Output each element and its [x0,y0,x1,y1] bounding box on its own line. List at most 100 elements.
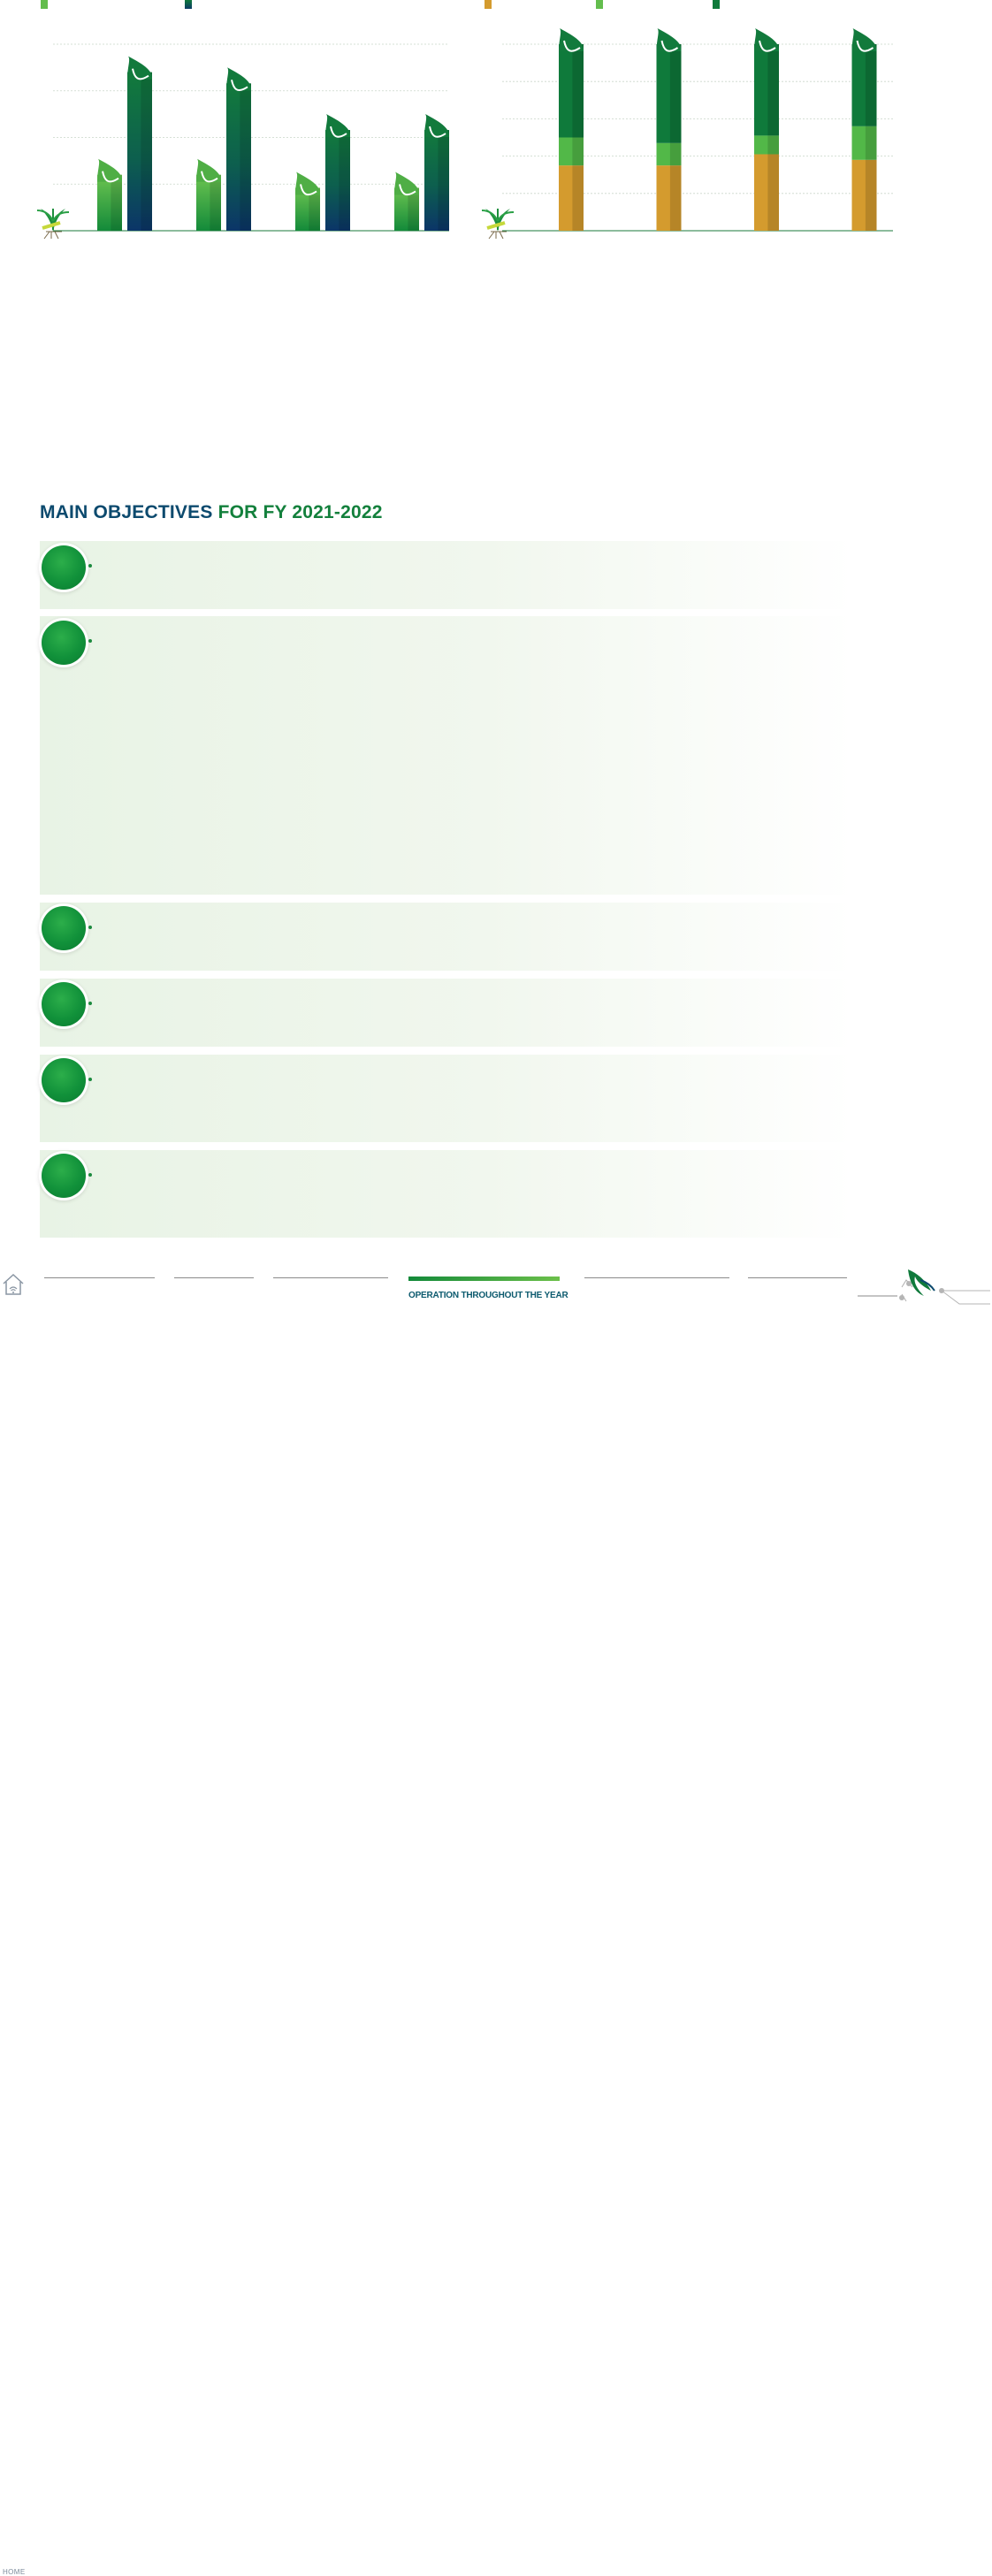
connector-dot-icon [88,1173,92,1177]
bar-leaf-highlight [201,171,218,183]
bar-shade [438,130,449,231]
bar-group [226,67,251,231]
objective-bullet-icon [42,906,86,950]
footer-active-label[interactable]: OPERATION THROUGHOUT THE YEAR [408,1291,568,1300]
footer-nav-link-active[interactable] [408,1277,560,1281]
footer-nav-link[interactable] [174,1277,254,1278]
bar-group [196,158,221,231]
legend-swatch-series-c [713,0,720,9]
bar-segment [754,135,779,155]
section-title: MAIN OBJECTIVES FOR FY 2021-2022 [40,502,383,523]
footer-nav-link[interactable] [748,1277,847,1278]
bar-shade [408,187,419,231]
bar-shade [141,72,152,232]
bar-segment-shade [572,137,584,166]
bar-segment-shade [767,44,779,136]
bar-leaf-highlight [231,80,248,91]
connector-dot-icon [88,1002,92,1005]
connector-dot-icon [88,926,92,929]
bar-segment [754,44,779,136]
objective-bullet-icon [42,1154,86,1198]
bar-leaf-highlight [856,40,874,52]
bar-segment [851,44,877,126]
stacked-bar [851,28,877,231]
objective-item [40,1150,853,1238]
bar-segment [851,159,877,231]
stacked-bar [656,28,682,231]
objective-bullet-icon [42,982,86,1026]
footer-nav-link[interactable] [584,1277,729,1278]
bar-group [295,171,320,231]
bar-segment-shade [669,142,682,166]
bar-segment-shade [572,165,584,231]
legend-swatch-series-b [596,0,603,9]
bar [226,83,251,231]
bar-segment-shade [767,154,779,231]
bar [97,174,122,231]
bar-group [97,158,122,231]
bar-segment-shade [669,165,682,231]
bar-group [424,114,449,231]
bar-leaf-highlight [102,171,119,183]
bar-segment [559,137,584,166]
connector-dot-icon [88,564,92,568]
connector-dot-icon [88,1078,92,1081]
bar-segment-shade [572,44,584,138]
bar-leaf-highlight [660,40,679,52]
brand-logo [858,1269,990,1305]
bar [424,130,449,231]
footer-nav-link[interactable] [273,1277,388,1278]
bar-segment-shade [767,135,779,155]
bar-segment [754,154,779,231]
bar [196,174,221,231]
bar-segment [559,44,584,138]
bar-leaf-highlight [330,126,347,138]
bar-shade [339,130,350,231]
bar-group [394,171,419,231]
bar-segment-shade [669,44,682,143]
bar-chart-left [36,43,449,240]
bar-shade [309,187,320,231]
stacked-bar [754,28,779,231]
bar-leaf-highlight [399,184,416,196]
objective-item [40,903,853,971]
section-title-part-2: FOR FY 2021-2022 [217,502,383,522]
bar-shade [210,174,221,231]
section-title-part-1: MAIN OBJECTIVES [40,502,218,522]
objective-item [40,541,853,609]
legend-left [0,0,460,11]
legend-swatch-series-2 [185,0,192,9]
stacked-bar [559,28,584,231]
footer-nav-link[interactable] [44,1277,155,1278]
bar-segment [656,165,682,231]
objective-bullet-icon [42,545,86,590]
bar-group [127,56,152,232]
bar-segment-shade [865,126,877,160]
legend-swatch-series-a [485,0,492,9]
legend-swatch-series-1 [41,0,48,9]
bar [325,130,350,231]
objective-item [40,616,853,895]
sprout-icon [36,209,70,240]
home-label: HOME [3,2568,26,2576]
bar-leaf-highlight [759,40,776,52]
objective-bullet-icon [42,621,86,665]
home-button[interactable]: HOME [0,1271,27,2576]
stacked-bar-chart-right [481,28,893,240]
legend-right [0,0,992,11]
bar-shade [240,83,251,231]
sprout-icon [481,209,515,240]
bar-segment [656,44,682,143]
bar-leaf-highlight [132,68,149,80]
bar-leaf-highlight [429,126,446,138]
home-icon [3,1273,24,1295]
bar-leaf-highlight [563,40,581,52]
bar-segment [559,165,584,231]
objective-item [40,979,853,1047]
bar-group [325,114,350,231]
objective-bullet-icon [42,1058,86,1102]
bar-segment-shade [865,44,877,126]
bar-leaf-highlight [300,184,317,196]
bar [127,72,152,232]
bar-segment [851,126,877,160]
